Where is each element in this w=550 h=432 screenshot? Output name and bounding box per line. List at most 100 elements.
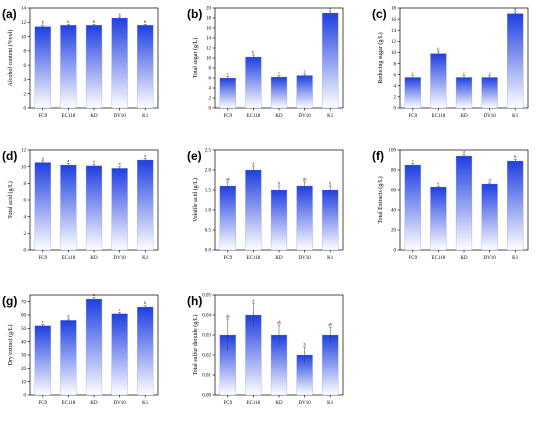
significance-label: c [463, 70, 465, 75]
x-tick-label: KD [275, 256, 283, 261]
significance-label: c [412, 158, 414, 163]
bar [507, 160, 524, 251]
bar [137, 159, 154, 251]
y-tick-label: 0.05 [202, 294, 211, 299]
significance-label: b [67, 19, 69, 24]
bar [296, 75, 313, 109]
y-tick-label: 0 [209, 107, 212, 112]
significance-label: ab [277, 320, 281, 325]
y-tick-label: 8 [394, 62, 397, 67]
bar [322, 12, 339, 109]
y-axis-title: Total sugar (g/L) [192, 38, 199, 79]
x-tick-label: EC118 [432, 256, 446, 261]
significance-label: a [463, 149, 465, 154]
significance-label: b [144, 300, 146, 305]
panel-label: (h) [187, 294, 202, 308]
y-tick-label: 4 [24, 78, 27, 83]
y-tick-label: 0 [24, 394, 27, 399]
y-tick-label: 12 [21, 21, 27, 26]
bar [111, 313, 128, 396]
y-tick-label: 0.02 [202, 354, 211, 359]
x-tick-label: FC9 [223, 114, 232, 119]
x-tick-label: DV10 [483, 114, 496, 119]
chart-panel: (b) 0 2 4 6 8 10 12 14 16 18 20 Total sugar (g/L) c FC… [187, 6, 344, 119]
y-tick-label: 12 [21, 149, 27, 154]
significance-label: b [93, 19, 95, 24]
y-tick-label: 6 [394, 73, 397, 78]
significance-label: a [253, 298, 255, 303]
y-tick-label: 0 [394, 107, 397, 112]
x-tick-label: DV10 [298, 114, 311, 119]
significance-label: ab [328, 322, 332, 327]
significance-label: a [119, 11, 121, 16]
x-tick-label: KD [90, 256, 98, 261]
y-tick-label: 2.0 [205, 169, 212, 174]
y-tick-label: 6 [24, 64, 27, 69]
y-axis-title: Total acid (g/L) [7, 181, 14, 219]
bar [60, 320, 77, 396]
y-tick-label: 2.5 [205, 149, 212, 154]
significance-label: a [68, 158, 70, 163]
x-tick-label: FC9 [408, 256, 417, 261]
x-tick-label: K1 [142, 401, 149, 406]
significance-label: ab [303, 177, 307, 182]
x-tick-label: FC9 [223, 401, 232, 406]
y-tick-label: 6 [24, 199, 27, 204]
bar [219, 77, 236, 109]
significance-label: a [144, 153, 146, 158]
x-tick-label: K1 [142, 114, 149, 119]
significance-label: c [412, 70, 414, 75]
y-tick-label: 0.00 [202, 394, 211, 399]
panel-label: (e) [187, 149, 202, 163]
significance-label: a [329, 6, 331, 11]
x-tick-label: KD [460, 256, 468, 261]
panel-label: (g) [2, 294, 17, 308]
significance-label: b [437, 46, 439, 51]
significance-label: a [42, 155, 44, 160]
chart-panel: (h) 0.00 0.01 0.02 0.03 0.04 0.05 Total sulfur … [187, 294, 344, 406]
y-tick-label: 50 [21, 327, 27, 332]
y-axis-title: Total sulfur dioxide (g/L) [192, 314, 199, 375]
bar [85, 24, 103, 109]
y-axis-title: Reducing sugar (g/L) [377, 32, 384, 83]
y-tick-label: 0 [394, 249, 397, 254]
significance-label: a [93, 292, 95, 297]
x-tick-label: KD [90, 401, 98, 406]
bar [270, 76, 288, 109]
x-tick-label: EC118 [247, 114, 261, 119]
significance-label: a [514, 6, 516, 11]
panel-label: (c) [372, 7, 387, 21]
bar [507, 13, 524, 109]
y-tick-label: 20 [206, 7, 212, 12]
x-tick-label: K1 [512, 256, 519, 261]
bar [245, 56, 262, 109]
y-axis-title: Alcohol content (%vol) [7, 30, 14, 87]
x-tick-label: EC118 [62, 256, 76, 261]
x-tick-label: DV10 [113, 256, 126, 261]
y-tick-label: 10 [391, 51, 397, 56]
y-tick-label: 0.01 [202, 374, 211, 379]
x-tick-label: KD [90, 114, 98, 119]
panel-label: (a) [2, 7, 17, 21]
bar [111, 17, 128, 109]
y-axis-title: Dry extract (g/L) [7, 325, 14, 366]
y-tick-label: 0 [24, 107, 27, 112]
chart-panel: (c) 0 2 4 6 8 10 12 14 16 18 Reducing sugar (g/L) c F… [372, 6, 529, 119]
y-tick-label: 8 [24, 50, 27, 55]
y-tick-label: 0.03 [202, 334, 211, 339]
y-tick-label: 100 [389, 149, 397, 154]
significance-label: b [252, 50, 254, 55]
bar [481, 77, 498, 109]
y-tick-label: 0 [24, 249, 27, 254]
bar [60, 164, 77, 251]
y-tick-label: 30 [21, 354, 27, 359]
significance-label: b [514, 154, 516, 159]
bar [430, 53, 447, 109]
y-tick-label: 14 [391, 29, 397, 34]
bar [34, 162, 51, 251]
y-axis-title: Total Extracts (g/L) [377, 176, 384, 223]
significance-label: ab [226, 314, 230, 319]
x-tick-label: FC9 [223, 256, 232, 261]
y-tick-label: 4 [209, 87, 212, 92]
